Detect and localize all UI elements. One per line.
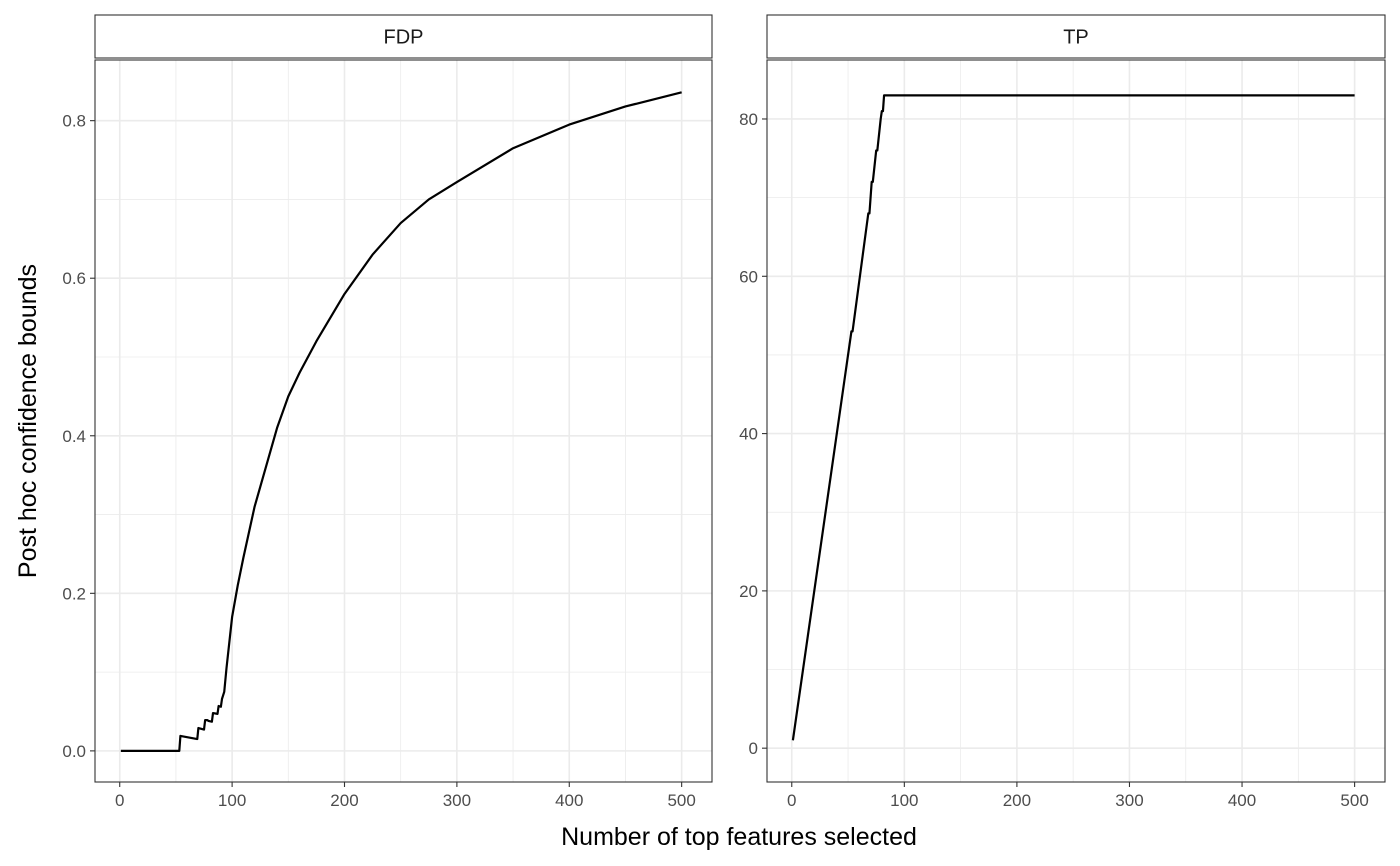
x-tick-label: 500 bbox=[1340, 791, 1368, 810]
x-axis-title: Number of top features selected bbox=[561, 823, 917, 851]
x-tick-label: 0 bbox=[787, 791, 796, 810]
x-tick-label: 400 bbox=[555, 791, 583, 810]
facet-strip-label: TP bbox=[1063, 27, 1089, 49]
y-tick-label: 20 bbox=[739, 582, 758, 601]
y-axis-title: Post hoc confidence bounds bbox=[14, 264, 42, 578]
panel-background bbox=[95, 60, 712, 782]
panel-border bbox=[766, 59, 1386, 783]
panel-background bbox=[767, 60, 1385, 782]
x-tick-label: 0 bbox=[115, 791, 124, 810]
facet-panel-tp: TP 0 100 200 300 400 500 0 20 40 60 80 bbox=[739, 14, 1386, 810]
y-tick-label: 80 bbox=[739, 110, 758, 129]
series-line bbox=[791, 94, 1355, 741]
series-line bbox=[120, 91, 682, 752]
y-tick-label: 0.6 bbox=[62, 269, 86, 288]
y-tick-label: 0.2 bbox=[62, 584, 86, 603]
x-tick-label: 200 bbox=[330, 791, 358, 810]
x-tick-label: 100 bbox=[890, 791, 918, 810]
y-tick-label: 40 bbox=[739, 425, 758, 444]
x-tick-label: 300 bbox=[1115, 791, 1143, 810]
facet-strip bbox=[766, 14, 1386, 59]
panel-border bbox=[94, 59, 713, 783]
x-tick-label: 400 bbox=[1228, 791, 1256, 810]
y-tick-label: 0.4 bbox=[62, 427, 86, 446]
facet-strip-label: FDP bbox=[384, 27, 424, 49]
y-tick-label: 60 bbox=[739, 267, 758, 286]
y-tick-label: 0.8 bbox=[62, 112, 86, 131]
x-tick-label: 500 bbox=[667, 791, 695, 810]
y-tick-label: 0.0 bbox=[62, 742, 86, 761]
y-tick-label: 0 bbox=[749, 739, 758, 758]
x-tick-label: 300 bbox=[443, 791, 471, 810]
facet-strip bbox=[94, 14, 713, 59]
x-tick-label: 100 bbox=[218, 791, 246, 810]
x-tick-label: 200 bbox=[1003, 791, 1031, 810]
facet-panel-fdp: FDP 0 100 200 300 400 500 0.0 0.2 0.4 0.6 0.8 bbox=[62, 14, 713, 810]
